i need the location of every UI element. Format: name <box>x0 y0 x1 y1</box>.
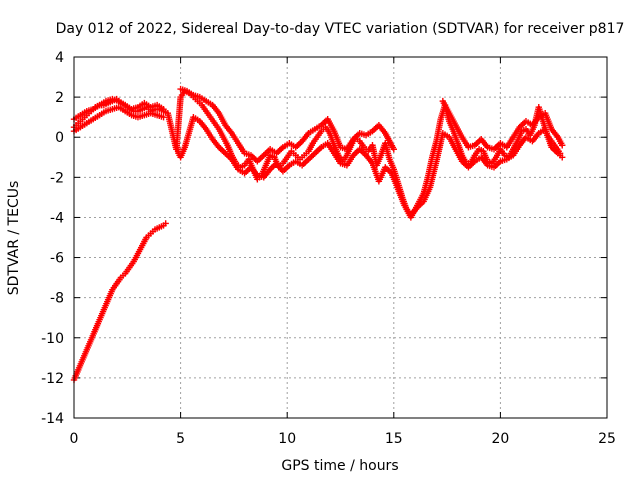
x-tick-label: 25 <box>598 431 616 447</box>
data-point-lower-secondary-track <box>559 154 566 161</box>
x-tick-label: 20 <box>491 431 509 447</box>
y-axis-label: SDTVAR / TECUs <box>6 181 22 296</box>
data-point-descending-track <box>162 220 169 227</box>
plot-frame <box>73 56 608 419</box>
data-point-upper-secondary-track <box>160 105 167 113</box>
x-axis-label: GPS time / hours <box>281 458 398 474</box>
data-point-upper-secondary-track <box>559 142 566 149</box>
y-tick-label: -8 <box>50 291 64 307</box>
grid-lines <box>74 57 607 418</box>
chart-title: Day 012 of 2022, Sidereal Day-to-day VTE… <box>56 21 625 37</box>
y-tick-label: 4 <box>55 50 64 66</box>
data-point-upper-secondary-track <box>390 146 397 153</box>
x-tick-label: 0 <box>70 431 79 447</box>
data-point-lower-secondary-track <box>160 113 167 121</box>
data-points <box>70 85 566 384</box>
y-tick-label: -6 <box>50 251 64 267</box>
y-tick-label: -14 <box>41 411 64 427</box>
y-tick-label: -10 <box>41 331 64 347</box>
y-tick-label: 0 <box>55 130 64 146</box>
x-tick-label: 10 <box>278 431 296 447</box>
y-tick-label: -2 <box>50 170 64 186</box>
y-tick-label: 2 <box>55 90 64 106</box>
y-tick-label: -12 <box>41 371 64 387</box>
y-tick-label: -4 <box>50 210 64 226</box>
x-tick-label: 15 <box>385 431 403 447</box>
x-tick-label: 5 <box>176 431 185 447</box>
